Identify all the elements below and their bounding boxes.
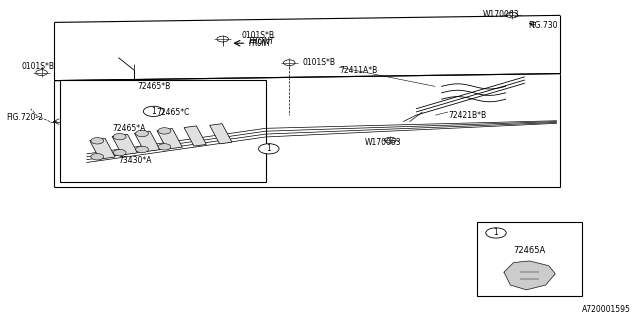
Text: 1: 1	[493, 228, 499, 237]
Text: W170063: W170063	[365, 138, 401, 147]
Circle shape	[385, 137, 396, 143]
Circle shape	[506, 12, 518, 18]
Text: 72465*C: 72465*C	[157, 108, 190, 116]
Circle shape	[136, 146, 148, 153]
Bar	[184, 126, 206, 146]
Text: 0101S*B: 0101S*B	[242, 31, 275, 40]
Circle shape	[158, 128, 171, 134]
Polygon shape	[504, 261, 556, 290]
Bar	[477, 222, 582, 296]
Text: 72465*B: 72465*B	[138, 82, 171, 91]
Text: 0101S*B: 0101S*B	[21, 62, 54, 71]
Circle shape	[259, 144, 279, 154]
Circle shape	[113, 133, 126, 140]
Text: FIG.730: FIG.730	[528, 21, 557, 30]
Bar	[157, 129, 182, 149]
Circle shape	[143, 106, 164, 116]
Circle shape	[217, 36, 228, 42]
Bar	[134, 131, 160, 152]
Text: W170063: W170063	[483, 10, 520, 19]
Text: FRONT: FRONT	[248, 37, 275, 46]
Text: 72411A*B: 72411A*B	[339, 66, 378, 75]
Circle shape	[36, 70, 47, 76]
Circle shape	[91, 154, 104, 160]
Circle shape	[113, 149, 126, 156]
Circle shape	[91, 138, 104, 144]
Text: 0101S*B: 0101S*B	[303, 58, 336, 67]
Bar	[210, 124, 232, 144]
Text: A720001595: A720001595	[582, 305, 630, 314]
Bar	[90, 139, 115, 159]
Text: FRONT: FRONT	[248, 39, 271, 48]
Text: 72465A: 72465A	[514, 246, 546, 255]
Text: 72465*A: 72465*A	[112, 124, 145, 132]
Text: FIG.720-2: FIG.720-2	[6, 113, 44, 122]
Text: 72421B*B: 72421B*B	[448, 111, 486, 120]
Bar	[112, 134, 138, 155]
Bar	[60, 80, 266, 182]
Text: 1: 1	[266, 144, 271, 153]
Circle shape	[158, 144, 171, 150]
Text: 1: 1	[151, 107, 156, 116]
Circle shape	[486, 228, 506, 238]
Circle shape	[284, 60, 295, 66]
Text: 73430*A: 73430*A	[118, 156, 152, 164]
Circle shape	[136, 130, 148, 137]
